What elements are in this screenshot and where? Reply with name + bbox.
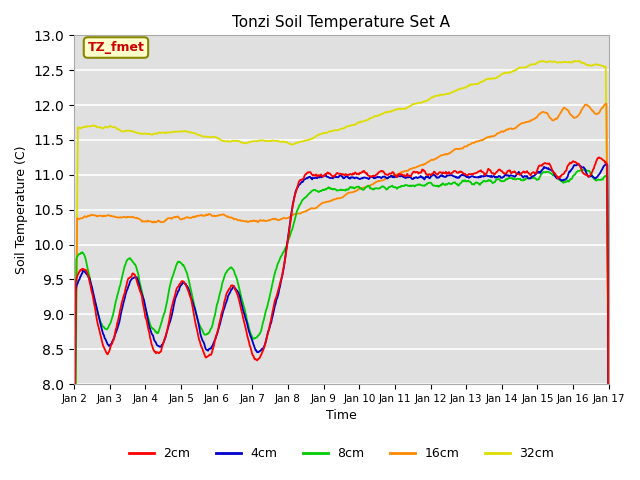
2cm [80,267,88,273]
32cm [406,103,414,109]
32cm [539,58,547,64]
Line: 16cm: 16cm [74,104,609,480]
8cm [406,182,414,188]
4cm [422,174,429,180]
8cm [605,427,612,432]
X-axis label: Time: Time [326,409,357,422]
4cm [575,161,582,167]
Line: 4cm: 4cm [74,164,609,480]
2cm [135,284,143,290]
4cm [406,174,414,180]
32cm [80,124,88,130]
16cm [135,216,143,222]
32cm [605,414,612,420]
16cm [406,166,414,172]
2cm [189,307,197,313]
32cm [135,130,143,136]
8cm [80,251,88,257]
2cm [595,155,603,160]
16cm [218,212,225,217]
Line: 2cm: 2cm [74,157,609,480]
Text: TZ_fmet: TZ_fmet [88,41,145,54]
4cm [189,301,197,307]
8cm [577,166,585,172]
2cm [218,311,225,317]
Y-axis label: Soil Temperature (C): Soil Temperature (C) [15,145,28,274]
8cm [189,297,197,303]
Legend: 2cm, 4cm, 8cm, 16cm, 32cm: 2cm, 4cm, 8cm, 16cm, 32cm [124,442,559,465]
4cm [135,280,143,286]
4cm [605,473,612,479]
Title: Tonzi Soil Temperature Set A: Tonzi Soil Temperature Set A [232,15,451,30]
2cm [422,171,429,177]
32cm [218,137,225,143]
16cm [605,415,612,420]
16cm [422,161,429,167]
32cm [422,98,429,104]
Line: 32cm: 32cm [74,61,609,480]
16cm [80,214,88,220]
8cm [422,181,429,187]
2cm [406,174,414,180]
32cm [189,130,197,136]
8cm [135,275,143,280]
4cm [80,268,88,274]
16cm [602,101,610,107]
16cm [189,214,197,220]
2cm [605,473,612,479]
8cm [218,285,225,291]
4cm [218,315,225,321]
Line: 8cm: 8cm [74,169,609,480]
